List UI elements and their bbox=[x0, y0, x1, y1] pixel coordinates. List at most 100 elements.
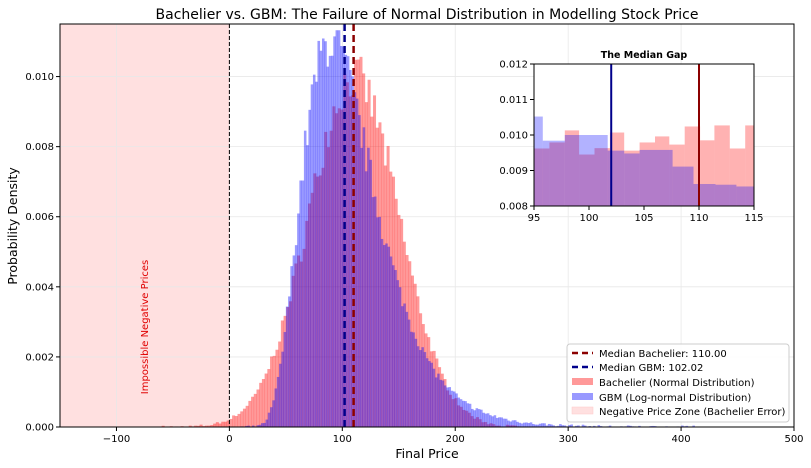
bachelier-bar bbox=[465, 410, 469, 427]
y-tick-label: 0.006 bbox=[25, 212, 54, 223]
bachelier-bar bbox=[446, 390, 450, 427]
bachelier-bar bbox=[421, 324, 425, 427]
bachelier-bar bbox=[438, 367, 442, 427]
gbm-bar bbox=[511, 420, 515, 427]
gbm-bar bbox=[423, 352, 427, 427]
gbm-bar bbox=[270, 407, 273, 427]
bachelier-bar bbox=[251, 396, 255, 427]
bachelier-bar bbox=[427, 337, 431, 427]
bachelier-bar bbox=[229, 418, 233, 427]
gbm-bar bbox=[495, 417, 499, 427]
gbm-bar bbox=[245, 425, 248, 427]
bachelier-bar bbox=[467, 412, 471, 427]
gbm-bar bbox=[412, 332, 415, 427]
gbm-bar bbox=[308, 109, 311, 428]
inset-x-tick-label: 115 bbox=[744, 213, 763, 224]
bachelier-bar bbox=[389, 171, 393, 427]
inset-bachelier-bar bbox=[745, 125, 754, 206]
bachelier-bar bbox=[207, 425, 211, 427]
gbm-bar bbox=[527, 423, 531, 427]
inset-gbm-bar bbox=[542, 140, 565, 206]
gbm-bar bbox=[583, 425, 587, 427]
gbm-bar bbox=[382, 245, 386, 427]
bachelier-bar bbox=[391, 176, 396, 427]
bachelier-bar bbox=[448, 394, 452, 427]
gbm-bar bbox=[247, 425, 251, 427]
gbm-bar bbox=[328, 55, 332, 428]
gbm-bar bbox=[360, 147, 363, 427]
gbm-bar bbox=[489, 415, 492, 427]
bachelier-bar bbox=[473, 418, 477, 427]
gbm-bar bbox=[559, 424, 562, 427]
bachelier-bar bbox=[373, 95, 377, 428]
gbm-bar bbox=[396, 280, 400, 427]
bachelier-bar bbox=[261, 379, 265, 427]
bachelier-bar bbox=[505, 424, 509, 427]
gbm-bar bbox=[437, 373, 440, 427]
gbm-bar bbox=[272, 400, 275, 427]
gbm-bar bbox=[491, 416, 494, 427]
gbm-bar bbox=[421, 347, 424, 427]
gbm-bar bbox=[346, 56, 350, 428]
inset-bachelier-bar bbox=[579, 154, 595, 206]
gbm-bar bbox=[333, 36, 336, 427]
bachelier-bar bbox=[204, 425, 209, 427]
bachelier-bar bbox=[329, 130, 333, 427]
legend-swatch-gbm bbox=[572, 393, 593, 400]
bachelier-bar bbox=[332, 106, 336, 428]
bachelier-bar bbox=[345, 82, 349, 428]
gbm-bar bbox=[513, 420, 517, 427]
gbm-bar bbox=[468, 403, 472, 427]
gbm-bar bbox=[321, 38, 325, 428]
gbm-bar bbox=[315, 81, 318, 428]
x-tick-label: 300 bbox=[559, 434, 578, 445]
bachelier-bar bbox=[432, 350, 436, 427]
gbm-bar bbox=[376, 217, 379, 427]
gbm-bar bbox=[486, 413, 490, 427]
gbm-bar bbox=[516, 421, 519, 427]
gbm-bar bbox=[297, 213, 300, 427]
y-axis-label: Probability Density bbox=[5, 167, 20, 285]
bachelier-bar bbox=[497, 425, 501, 427]
bachelier-bar bbox=[513, 425, 517, 427]
bachelier-bar bbox=[313, 173, 317, 427]
gbm-bar bbox=[279, 363, 282, 427]
bachelier-bar bbox=[310, 192, 314, 427]
gbm-bar bbox=[550, 424, 553, 427]
bachelier-bar bbox=[199, 424, 203, 427]
bachelier-bar bbox=[440, 373, 444, 427]
bachelier-bar bbox=[270, 356, 274, 427]
bachelier-bar bbox=[299, 261, 303, 427]
bachelier-bar bbox=[289, 301, 293, 427]
inset-bachelier-bar bbox=[639, 142, 655, 206]
gbm-bar bbox=[407, 319, 411, 427]
gbm-bar bbox=[502, 418, 506, 427]
gbm-bar bbox=[414, 338, 418, 427]
x-tick-label: 100 bbox=[333, 434, 352, 445]
inset-bachelier-bar bbox=[655, 136, 670, 206]
bachelier-bar bbox=[494, 425, 498, 427]
bachelier-bar bbox=[400, 218, 404, 427]
bachelier-bar bbox=[370, 116, 374, 427]
bachelier-bar bbox=[196, 425, 200, 427]
bachelier-bar bbox=[367, 79, 371, 428]
bachelier-bar bbox=[226, 420, 230, 427]
bachelier-bar bbox=[383, 165, 387, 427]
gbm-bar bbox=[353, 92, 357, 427]
bachelier-bar bbox=[283, 315, 287, 427]
x-tick-label: 200 bbox=[446, 434, 465, 445]
gbm-bar bbox=[473, 410, 476, 427]
gbm-bar bbox=[317, 40, 321, 427]
gbm-bar bbox=[401, 306, 404, 427]
gbm-bar bbox=[261, 423, 264, 427]
gbm-bar bbox=[290, 266, 293, 427]
gbm-bar bbox=[310, 84, 314, 428]
bachelier-bar bbox=[354, 59, 358, 428]
gbm-bar bbox=[324, 41, 327, 427]
gbm-bar bbox=[389, 256, 393, 427]
gbm-bar bbox=[681, 425, 684, 427]
gbm-bar bbox=[439, 379, 442, 427]
inset-title: The Median Gap bbox=[601, 50, 688, 61]
inset-gbm-bar bbox=[607, 150, 625, 206]
gbm-bar bbox=[281, 351, 284, 427]
